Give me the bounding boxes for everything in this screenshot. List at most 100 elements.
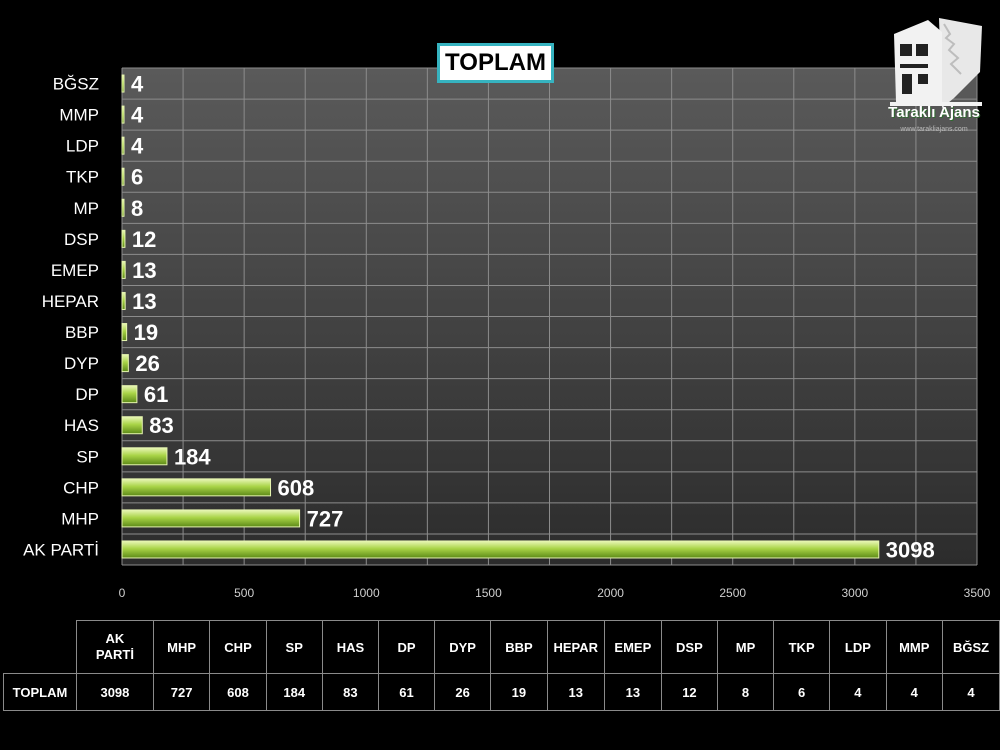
table-value-cell: 184 — [265, 673, 323, 711]
table-value-cell: 13 — [603, 673, 662, 711]
table-value-cell: 727 — [152, 673, 211, 711]
logo-name: Taraklı Ajans — [888, 104, 980, 121]
data-label: 4 — [131, 72, 144, 97]
data-label: 727 — [307, 506, 344, 531]
bar — [121, 354, 129, 373]
data-label: 184 — [174, 444, 211, 469]
table-value-cell: 4 — [885, 673, 944, 711]
x-tick-label: 0 — [119, 586, 126, 600]
table-value-cell: 83 — [321, 673, 380, 711]
bar — [121, 198, 125, 217]
data-label: 6 — [131, 165, 143, 190]
table-header-cell: SP — [265, 620, 323, 674]
data-table: AK PARTİ MHP CHP SP HAS DP DYP BBP HEPAR EMEP DSP M… — [3, 620, 1000, 711]
x-tick-label: 1500 — [475, 586, 502, 600]
data-label: 608 — [278, 475, 315, 500]
x-tick-label: 1000 — [353, 586, 380, 600]
y-tick-label: DSP — [64, 230, 99, 249]
data-label: 61 — [144, 382, 168, 407]
y-tick-label: BBP — [65, 323, 99, 342]
x-axis-ticks: 0 500 1000 1500 2000 2500 3000 3500 — [119, 586, 991, 600]
table-value-cell: 4 — [942, 673, 1000, 711]
table-value-cell: 61 — [378, 673, 435, 711]
data-label: 13 — [132, 258, 156, 283]
y-tick-label: AK PARTİ — [23, 540, 99, 559]
bar — [121, 447, 168, 466]
bar — [121, 540, 880, 559]
y-tick-label: BĞSZ — [53, 75, 99, 94]
table-value-cell: 4 — [829, 673, 887, 711]
table-header-cell: TKP — [772, 620, 831, 674]
gridlines — [121, 67, 978, 566]
bar — [121, 167, 125, 186]
y-tick-label: CHP — [63, 478, 99, 497]
x-tick-label: 3000 — [842, 586, 869, 600]
x-tick-label: 2000 — [597, 586, 624, 600]
bar — [121, 385, 138, 404]
table-value-cell: 26 — [433, 673, 492, 711]
data-label: 12 — [132, 227, 156, 252]
bar — [121, 136, 125, 155]
y-tick-label: SP — [76, 447, 99, 466]
table-header-cell: MP — [717, 620, 774, 674]
table-header-cell: MMP — [885, 620, 944, 674]
y-tick-label: DYP — [64, 354, 99, 373]
table-header-cell: CHP — [209, 620, 267, 674]
y-tick-label: HEPAR — [42, 292, 99, 311]
bar — [121, 291, 126, 310]
building-logo-icon — [890, 18, 982, 108]
table-value-cell: 8 — [717, 673, 774, 711]
table-header-cell: DP — [378, 620, 435, 674]
data-label: 4 — [131, 103, 144, 128]
table-header-cell: BBP — [490, 620, 548, 674]
data-label: 8 — [131, 196, 143, 221]
table-header-cell: MHP — [152, 620, 211, 674]
x-tick-label: 3500 — [964, 586, 991, 600]
y-tick-label: DP — [75, 385, 99, 404]
table-values-row: TOPLAM 3098 727 608 184 83 61 26 19 13 13 12 8 6 4 4 4 — [3, 673, 1000, 711]
y-axis-labels: BĞSZ MMP LDP TKP MP DSP EMEP HEPAR BBP DYP DP HAS SP… — [23, 75, 99, 560]
table-corner — [4, 621, 77, 674]
data-label: 26 — [135, 351, 159, 376]
y-tick-label: LDP — [66, 137, 99, 156]
table-header-cell: AK PARTİ — [75, 620, 154, 674]
table-header-cell: HEPAR — [546, 620, 605, 674]
x-tick-label: 2500 — [719, 586, 746, 600]
bar — [121, 478, 272, 497]
table-value-cell: 6 — [772, 673, 831, 711]
data-label: 13 — [132, 289, 156, 314]
y-tick-label: TKP — [66, 168, 99, 187]
y-tick-label: MHP — [61, 509, 99, 528]
table-value-cell: 19 — [490, 673, 548, 711]
y-tick-label: EMEP — [51, 261, 99, 280]
table-header-row: AK PARTİ MHP CHP SP HAS DP DYP BBP HEPAR EMEP DSP M… — [4, 620, 1000, 674]
chart-title: TOPLAM — [437, 43, 554, 83]
table-row-label: TOPLAM — [3, 673, 77, 711]
bar — [121, 416, 143, 435]
y-tick-label: MMP — [59, 106, 99, 125]
table-value-cell: 12 — [660, 673, 719, 711]
x-tick-label: 500 — [234, 586, 254, 600]
table-value-cell: 3098 — [75, 673, 154, 711]
data-label: 83 — [149, 413, 173, 438]
bar — [121, 509, 301, 528]
table-header-cell: DSP — [660, 620, 719, 674]
y-tick-label: MP — [74, 199, 100, 218]
table-value-cell: 13 — [546, 673, 605, 711]
bar — [121, 229, 126, 248]
data-label: 4 — [131, 134, 144, 159]
bar — [121, 74, 125, 93]
table-header-cell: EMEP — [603, 620, 662, 674]
table-value-cell: 608 — [209, 673, 267, 711]
bar — [121, 323, 128, 342]
bar — [121, 260, 126, 279]
table-header-cell: HAS — [321, 620, 380, 674]
table-header-cell: DYP — [433, 620, 492, 674]
data-label: 3098 — [886, 537, 935, 562]
table-header-cell: LDP — [829, 620, 887, 674]
data-label: 19 — [134, 320, 158, 345]
y-tick-label: HAS — [64, 416, 99, 435]
table-header-cell: BĞSZ — [942, 620, 1000, 674]
